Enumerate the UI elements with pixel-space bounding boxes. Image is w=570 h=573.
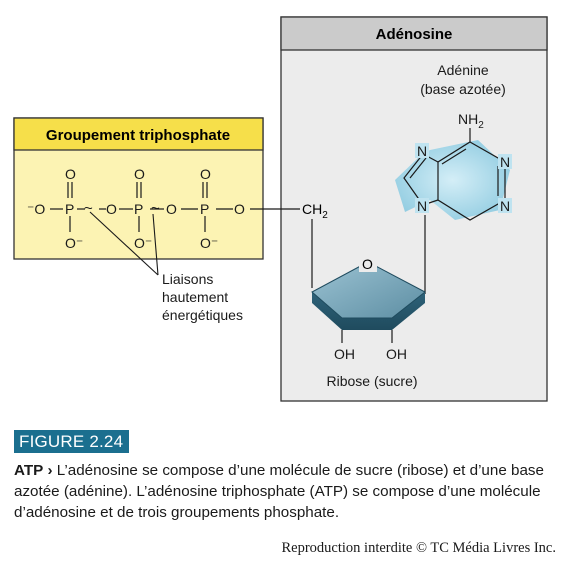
ribose-label: Ribose (sucre) (326, 373, 417, 389)
phosphate-chain: ⁻O P O O⁻ ~ O P O O⁻ ~ O P O O⁻ O (27, 166, 300, 251)
oxygen-top-2: O (134, 166, 145, 182)
oxygen-bottom-2: O⁻ (134, 235, 152, 251)
high-energy-bond-1: ~ (84, 200, 93, 217)
phosphorus-1: P (65, 201, 74, 217)
bridge-oxygen-3: O (234, 201, 245, 217)
ribose-structure: O OH OH Ribose (sucre) (311, 256, 426, 389)
bonds-label-line-3: énergétiques (162, 307, 243, 323)
adenine-n7: N (417, 143, 427, 159)
bridge-oxygen-2: O (166, 201, 177, 217)
triphosphate-box: Groupement triphosphate (13, 117, 264, 260)
bonds-label-line-1: Liaisons (162, 271, 213, 287)
atp-diagram: Adénosine Groupement triphosphate ⁻O P O… (13, 16, 548, 402)
caption-arrow-icon: › (47, 462, 53, 479)
figure-caption: ATP › L’adénosine se compose d’une moléc… (14, 460, 559, 523)
caption-text: L’adénosine se compose d’une molécule de… (14, 462, 544, 521)
ribose-ring-oxygen: O (362, 256, 373, 272)
oh-right: OH (386, 346, 407, 362)
oxygen-bottom-3: O⁻ (200, 235, 218, 251)
figure-label: FIGURE 2.24 (14, 430, 130, 453)
ch2-group: CH2 (302, 201, 328, 288)
oxygen-top-1: O (65, 166, 76, 182)
adenine-n9: N (417, 198, 427, 214)
adenosine-title: Adénosine (376, 26, 453, 43)
bonds-label-line-2: hautement (162, 289, 228, 305)
caption-title: ATP (14, 462, 44, 479)
oxygen-bottom-1: O⁻ (65, 235, 83, 251)
adenine-n3: N (500, 154, 510, 170)
phosphorus-3: P (200, 201, 209, 217)
oh-left: OH (334, 346, 355, 362)
copyright-notice: Reproduction interdite © TC Média Livres… (281, 540, 556, 556)
adenine-n1: N (500, 198, 510, 214)
figure-caption-area: FIGURE 2.24 ATP › L’adénosine se compose… (14, 430, 559, 523)
high-energy-bonds-annotation: Liaisons hautement énergétiques (89, 211, 243, 323)
nh2-label: NH2 (458, 111, 484, 131)
bridge-oxygen-1: O (106, 201, 117, 217)
ch2-label: CH2 (302, 201, 328, 221)
high-energy-bond-2: ~ (151, 200, 160, 217)
oxygen-top-3: O (200, 166, 211, 182)
terminal-o-minus: ⁻O (27, 201, 45, 217)
triphosphate-title: Groupement triphosphate (46, 127, 230, 144)
adenine-subtitle: (base azotée) (420, 81, 506, 97)
adenine-structure: N N N N NH2 Adénine (base azotée) (395, 62, 512, 294)
adenine-name: Adénine (437, 62, 489, 78)
phosphorus-2: P (134, 201, 143, 217)
